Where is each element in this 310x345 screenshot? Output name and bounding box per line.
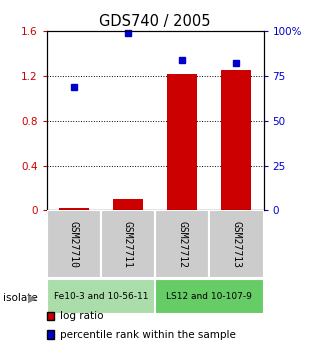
- Text: GDS740 / 2005: GDS740 / 2005: [99, 14, 211, 29]
- Bar: [59, 208, 89, 210]
- Text: GSM27713: GSM27713: [231, 220, 241, 268]
- Bar: [221, 70, 251, 210]
- Text: ▶: ▶: [28, 294, 37, 303]
- Bar: [167, 74, 197, 210]
- Text: Fe10-3 and 10-56-11: Fe10-3 and 10-56-11: [54, 292, 148, 301]
- Bar: [46, 210, 101, 278]
- Text: GSM27712: GSM27712: [177, 220, 187, 268]
- Bar: [155, 210, 209, 278]
- Text: log ratio: log ratio: [60, 311, 104, 321]
- Text: GSM27710: GSM27710: [69, 220, 79, 268]
- Text: GSM27711: GSM27711: [123, 220, 133, 268]
- Bar: [113, 199, 143, 210]
- Bar: [101, 210, 155, 278]
- Text: LS12 and 10-107-9: LS12 and 10-107-9: [166, 292, 252, 301]
- Text: isolate: isolate: [3, 294, 38, 303]
- Bar: [209, 210, 264, 278]
- Bar: [46, 279, 155, 314]
- Bar: [155, 279, 264, 314]
- Text: percentile rank within the sample: percentile rank within the sample: [60, 330, 236, 339]
